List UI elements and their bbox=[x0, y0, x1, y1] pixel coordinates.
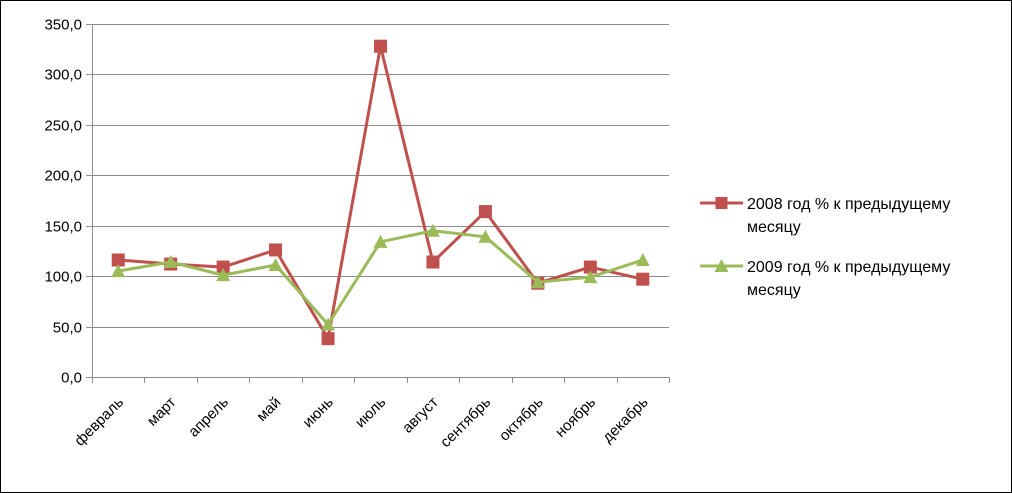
data-point-square bbox=[426, 255, 440, 269]
legend-label: 2008 год % к предыдущему месяцу bbox=[747, 196, 950, 236]
x-tick-label: июль bbox=[352, 394, 390, 432]
legend-marker-triangle bbox=[714, 259, 729, 272]
series-group bbox=[111, 39, 650, 346]
data-point-triangle bbox=[321, 317, 336, 331]
data-point-triangle bbox=[216, 268, 231, 282]
x-tick-label: ноябрь bbox=[552, 394, 599, 441]
x-tick-label: апрель bbox=[185, 394, 232, 441]
x-tick-label: декабрь bbox=[599, 394, 652, 447]
x-tick-label: февраль bbox=[71, 394, 127, 450]
legend-marker-square bbox=[715, 197, 728, 209]
legend-label-line: месяцу bbox=[747, 282, 801, 299]
legend-label-line: 2008 год % к предыдущему bbox=[747, 196, 950, 213]
y-tick-label: 300,0 bbox=[44, 67, 82, 84]
data-point-square bbox=[374, 39, 387, 53]
axes bbox=[86, 24, 670, 383]
data-point-triangle bbox=[583, 270, 598, 284]
x-tick-label: март bbox=[144, 394, 180, 430]
data-point-square bbox=[269, 243, 283, 257]
series-2 bbox=[111, 223, 650, 331]
y-tick-label: 100,0 bbox=[44, 269, 82, 286]
data-point-square bbox=[321, 332, 335, 346]
x-axis-tick-labels: февраль март апрель май июнь июль августсентяб… bbox=[71, 394, 651, 451]
legend-label-line: месяцу bbox=[747, 219, 801, 236]
data-point-triangle bbox=[478, 229, 493, 243]
data-point-square bbox=[636, 272, 650, 286]
legend-item-1: 2008 год % к предыдущему месяцу bbox=[700, 196, 950, 236]
data-point-triangle bbox=[268, 258, 283, 272]
data-point-triangle bbox=[530, 275, 545, 289]
series-line bbox=[118, 44, 644, 341]
y-axis-tick-labels: 0,0 50,0 100,0 150,0 200,0 250,0 300,0 350,0 bbox=[44, 17, 82, 387]
series-1 bbox=[111, 39, 650, 346]
y-tick-label: 50,0 bbox=[53, 320, 82, 337]
legend-item-2: 2009 год % к предыдущему месяцу bbox=[700, 259, 950, 299]
legend-label: 2009 год % к предыдущему месяцу bbox=[747, 259, 950, 299]
y-tick-label: 250,0 bbox=[44, 118, 82, 135]
y-tick-label: 350,0 bbox=[44, 17, 82, 34]
x-tick-label: сентябрь bbox=[437, 394, 494, 451]
data-point-triangle bbox=[111, 264, 126, 278]
data-point-triangle bbox=[425, 223, 440, 237]
data-point-triangle bbox=[635, 253, 650, 267]
legend-label-line: 2009 год % к предыдущему bbox=[747, 259, 950, 276]
y-tick-label: 200,0 bbox=[44, 168, 82, 185]
x-tick-label: август bbox=[399, 394, 442, 437]
gridlines bbox=[92, 24, 669, 328]
x-tick-label: май bbox=[253, 394, 284, 425]
data-point-triangle bbox=[373, 234, 388, 248]
y-tick-label: 150,0 bbox=[44, 219, 82, 236]
x-tick-label: июнь bbox=[300, 394, 337, 431]
data-point-square bbox=[478, 205, 492, 219]
x-tick-label: октябрь bbox=[496, 394, 547, 445]
y-tick-label: 0,0 bbox=[61, 370, 82, 387]
data-point-triangle bbox=[163, 255, 178, 269]
